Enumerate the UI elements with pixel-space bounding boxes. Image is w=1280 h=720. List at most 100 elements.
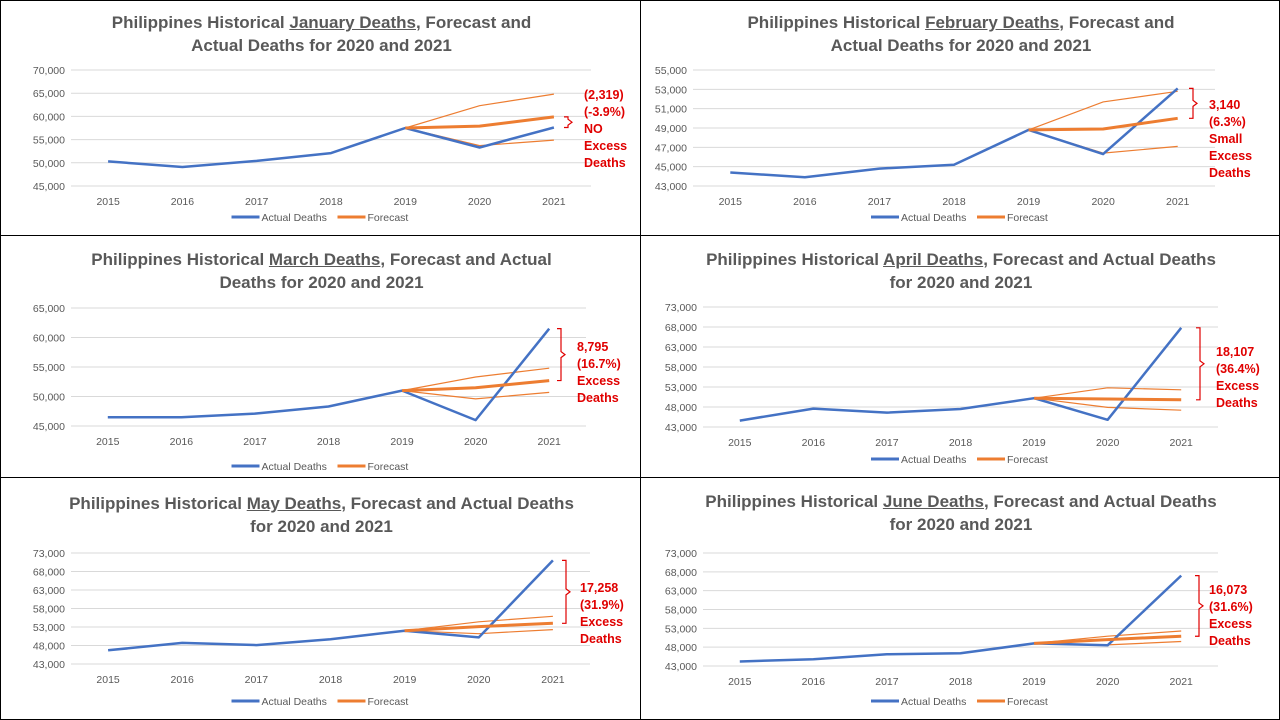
legend-actual-label: Actual Deaths	[262, 696, 327, 708]
x-tick-label: 2015	[96, 674, 120, 686]
excess-bracket	[557, 328, 566, 382]
y-tick-label: 73,000	[33, 548, 65, 560]
title-suffix: , Forecast and Actual Deaths for 2020 an…	[889, 250, 1216, 292]
x-tick-label: 2017	[245, 674, 269, 686]
y-tick-label: 63,000	[665, 342, 697, 354]
y-tick-label: 51,000	[655, 104, 687, 116]
y-tick-label: 58,000	[33, 604, 65, 616]
x-tick-label: 2016	[171, 196, 195, 208]
forecast-lower-bound-line	[1034, 397, 1182, 411]
legend: Actual Deaths Forecast	[231, 696, 408, 708]
x-tick-label: 2021	[542, 196, 566, 208]
x-tick-label: 2016	[171, 674, 195, 686]
actual-deaths-line	[730, 87, 1179, 179]
y-tick-label: 43,000	[665, 422, 697, 434]
title-prefix: Philippines Historical	[705, 492, 883, 511]
annotation-line: 8,795	[577, 340, 609, 354]
x-tick-label: 2016	[793, 196, 817, 208]
y-tick-label: 45,000	[33, 421, 65, 433]
chart-title: Philippines Historical February Deaths, …	[726, 11, 1196, 57]
annotation-line: Deaths	[584, 156, 626, 170]
annotation-line: Excess	[1209, 617, 1253, 631]
title-prefix: Philippines Historical	[706, 250, 884, 269]
x-tick-label: 2019	[1022, 437, 1046, 449]
annotation-line: (6.3%)	[1209, 115, 1246, 129]
chart-title: Philippines Historical March Deaths, For…	[62, 248, 582, 294]
excess-bracket	[1195, 575, 1204, 637]
y-tick-label: 63,000	[665, 586, 697, 598]
y-tick-label: 50,000	[33, 392, 65, 404]
y-tick-label: 55,000	[655, 65, 687, 77]
y-tick-label: 68,000	[665, 322, 697, 334]
x-tick-label: 2017	[875, 676, 899, 688]
y-tick-label: 65,000	[33, 303, 65, 315]
title-prefix: Philippines Historical	[91, 250, 269, 269]
excess-bracket	[1189, 87, 1198, 119]
legend-forecast-label: Forecast	[1007, 454, 1048, 466]
forecast-line	[1028, 116, 1178, 132]
march-chart-panel: Philippines Historical March Deaths, For…	[0, 235, 641, 478]
excess-bracket	[564, 116, 573, 129]
y-tick-label: 48,000	[665, 642, 697, 654]
y-tick-label: 60,000	[33, 333, 65, 345]
legend-forecast-label: Forecast	[368, 461, 409, 473]
y-tick-label: 45,000	[655, 162, 687, 174]
actual-deaths-line	[107, 327, 551, 422]
x-tick-label: 2015	[96, 196, 120, 208]
title-prefix: Philippines Historical	[69, 494, 247, 513]
excess-bracket	[1196, 327, 1205, 401]
x-tick-label: 2021	[1170, 676, 1194, 688]
june-chart-panel: Philippines Historical June Deaths, Fore…	[640, 477, 1280, 720]
line-chart: 45,000 50,000 55,000 60,000 65,000 2015 2016 20…	[33, 303, 586, 473]
x-tick-label: 2020	[1096, 437, 1120, 449]
y-tick-label: 68,000	[33, 567, 65, 579]
y-tick-label: 58,000	[665, 362, 697, 374]
excess-deaths-annotation: 3,140 (6.3%) Small Excess Deaths	[1209, 97, 1252, 182]
x-tick-label: 2019	[1017, 196, 1041, 208]
legend-forecast-label: Forecast	[368, 212, 409, 224]
x-tick-label: 2018	[319, 196, 343, 208]
y-tick-label: 68,000	[665, 567, 697, 579]
actual-deaths-line	[107, 559, 554, 652]
title-prefix: Philippines Historical	[747, 13, 926, 32]
line-chart: 45,000 50,000 55,000 60,000 65,000 70,000 2015…	[33, 65, 591, 224]
y-tick-label: 53,000	[665, 382, 697, 394]
x-tick-label: 2018	[317, 436, 341, 448]
actual-deaths-line	[108, 126, 555, 169]
x-tick-label: 2021	[541, 674, 565, 686]
title-month: January Deaths	[289, 13, 416, 32]
line-chart: 43,000 48,000 53,000 58,000 63,000 68,000 73,0…	[665, 548, 1218, 708]
x-tick-label: 2017	[245, 196, 269, 208]
title-month: May Deaths	[246, 494, 342, 513]
annotation-line: Deaths	[577, 391, 619, 405]
april-chart-panel: Philippines Historical April Deaths, For…	[640, 235, 1280, 478]
x-tick-label: 2020	[468, 196, 492, 208]
x-tick-label: 2019	[393, 674, 417, 686]
annotation-line: Excess	[1209, 149, 1253, 163]
forecast-line	[1034, 634, 1182, 645]
annotation-line: 16,073	[1209, 583, 1248, 597]
title-suffix: , Forecast and Actual Deaths for 2020 an…	[830, 13, 1175, 55]
legend: Actual Deaths Forecast	[871, 696, 1048, 708]
y-tick-label: 53,000	[655, 84, 687, 96]
x-tick-label: 2015	[719, 196, 743, 208]
annotation-line: (31.6%)	[1209, 600, 1253, 614]
legend: Actual Deaths Forecast	[231, 461, 409, 473]
annotation-line: (2,319)	[584, 88, 624, 102]
title-month: April Deaths	[883, 250, 984, 269]
actual-deaths-line	[739, 574, 1183, 663]
y-tick-label: 48,000	[665, 402, 697, 414]
x-tick-label: 2020	[467, 674, 491, 686]
may-chart-panel: Philippines Historical May Deaths, Forec…	[0, 477, 641, 720]
x-tick-label: 2019	[1022, 676, 1046, 688]
y-tick-label: 53,000	[33, 622, 65, 634]
x-tick-label: 2019	[390, 436, 414, 448]
forecast-upper-bound-line	[1034, 387, 1182, 399]
chart-title: Philippines Historical January Deaths, F…	[87, 11, 557, 57]
x-tick-label: 2016	[802, 437, 826, 449]
x-tick-label: 2021	[1166, 196, 1190, 208]
annotation-line: Deaths	[1216, 396, 1258, 410]
line-chart: 43,000 45,000 47,000 49,000 51,000 53,000 55,0…	[655, 65, 1215, 224]
forecast-line	[1034, 396, 1182, 402]
annotation-line: 17,258	[580, 581, 619, 595]
